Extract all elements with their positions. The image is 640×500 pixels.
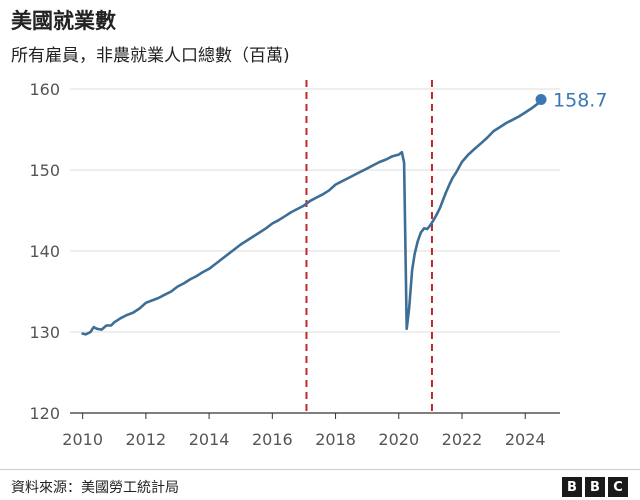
y-tick-label: 150 xyxy=(29,161,60,180)
logo-letter: C xyxy=(608,477,628,497)
logo-letter: B xyxy=(562,477,582,497)
chart-title: 美國就業數 xyxy=(11,9,116,33)
series-line xyxy=(81,98,543,336)
y-tick-label: 130 xyxy=(29,323,60,342)
end-point-marker xyxy=(535,94,547,106)
y-tick-label: 140 xyxy=(29,242,60,261)
x-tick-label: 2022 xyxy=(442,430,483,449)
logo-letter: B xyxy=(585,477,605,497)
y-tick-label: 160 xyxy=(29,80,60,99)
footer-divider xyxy=(0,469,640,470)
x-tick-label: 2014 xyxy=(189,430,230,449)
x-tick-label: 2012 xyxy=(126,430,167,449)
y-tick-label: 120 xyxy=(29,404,60,423)
bbc-logo: B B C xyxy=(562,477,628,497)
source-note: 資料來源：美國勞工統計局 xyxy=(11,480,179,496)
chart-subtitle: 所有雇員，非農就業人口總數（百萬) xyxy=(11,46,290,66)
x-tick-label: 2018 xyxy=(315,430,356,449)
end-point-label: 158.7 xyxy=(553,90,607,112)
x-tick-label: 2016 xyxy=(252,430,293,449)
x-tick-label: 2020 xyxy=(378,430,419,449)
line-chart: 120 130 140 150 160 2010 2012 2014 2016 2018 2020 2… xyxy=(29,80,607,449)
x-tick-label: 2010 xyxy=(62,430,103,449)
x-tick-label: 2024 xyxy=(505,430,546,449)
